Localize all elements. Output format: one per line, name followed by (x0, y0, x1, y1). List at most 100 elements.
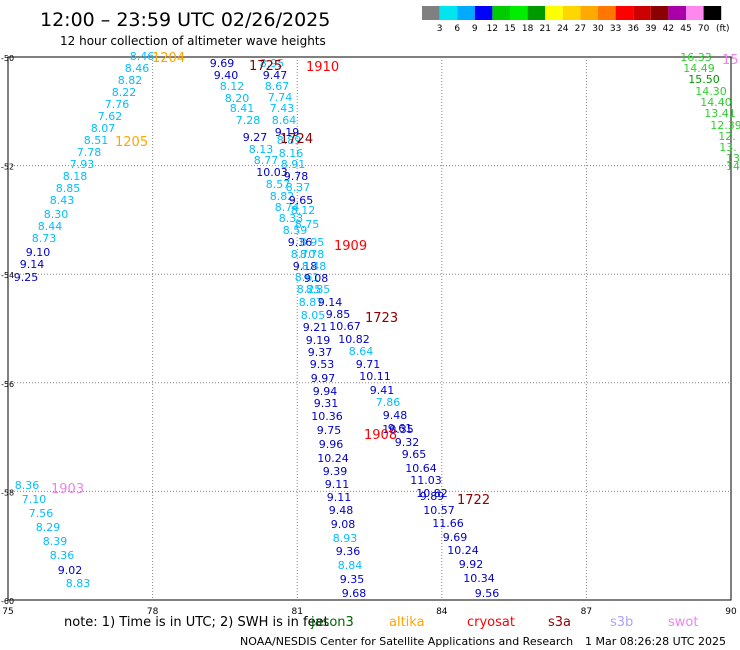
wave-height-value: 8.91 (281, 158, 306, 171)
wave-height-value: 9.48 (383, 409, 408, 422)
wave-height-value: 9.97 (311, 372, 336, 385)
wave-height-value: 8.51 (84, 134, 109, 147)
wave-height-value: 9.96 (319, 438, 344, 451)
wave-height-value: 7.28 (236, 114, 261, 127)
wave-height-value: 9.19 (275, 126, 300, 139)
footer-timestamp: 1 Mar 08:26:28 UTC 2025 (585, 635, 726, 648)
wave-height-value: 10.34 (463, 572, 495, 585)
satellite-s3b: s3b (610, 615, 633, 630)
wave-height-value: 8.36 (15, 479, 40, 492)
wave-height-value: 8.95 (300, 236, 325, 249)
wave-height-value: 7.74 (268, 91, 293, 104)
wave-height-value: 8.25 (297, 283, 322, 296)
pass-label: 1723 (365, 311, 398, 326)
wave-height-value: 15.50 (688, 73, 720, 86)
wave-height-value: 10.11 (359, 370, 391, 383)
legend-swatch (474, 6, 493, 20)
pass-label: 1908 (364, 428, 397, 443)
legend-label: 12 (487, 24, 498, 34)
pass-label: 1909 (334, 239, 367, 254)
wave-height-value: 8.33 (279, 212, 304, 225)
wave-height-value: 8.05 (301, 309, 326, 322)
wave-height-value: 10.82 (416, 487, 448, 500)
wave-height-value: 8.12 (220, 80, 245, 93)
legend-label: 9 (472, 24, 478, 34)
wave-height-value: 9.18 (293, 260, 318, 273)
wave-height-value: 8.75 (295, 218, 320, 231)
wave-height-value: 9.25 (14, 271, 39, 284)
wave-height-value: 8.46 (125, 62, 150, 75)
wave-height-value: 8.57 (266, 178, 291, 191)
legend-unit: (ft) (716, 24, 730, 34)
wave-height-value: 12.39 (710, 119, 740, 132)
wave-height-value: 7.62 (98, 110, 123, 123)
wave-height-value: 7.86 (376, 396, 401, 409)
wave-height-value: 9.36 (336, 545, 361, 558)
wave-height-value: 8.07 (91, 122, 116, 135)
wave-height-value: 8.74 (275, 201, 300, 214)
pass-label: 1725 (249, 59, 282, 74)
y-tick-label: -52 (1, 163, 14, 172)
wave-height-value: 9.61 (388, 422, 413, 435)
x-tick-label: 75 (2, 607, 13, 617)
legend-label: 3 (437, 24, 443, 34)
color-legend: 3 6 9 12 15 18 21 24 27 30 33 36 39 42 45 70 (ft) (422, 6, 730, 34)
legend-swatch (545, 6, 563, 20)
legend-swatch (510, 6, 528, 20)
wave-height-value: 9.39 (323, 465, 348, 478)
y-tick-label: -58 (1, 488, 14, 497)
wave-height-value: 8.37 (286, 181, 311, 194)
satellite-legend: jason3 altika cryosat s3a s3b swot (310, 615, 698, 630)
wave-height-value: 8.22 (112, 86, 137, 99)
legend-swatch (457, 6, 475, 20)
wave-height-value: 8.67 (265, 80, 290, 93)
wave-height-value: 9.56 (475, 587, 500, 600)
wave-height-value: 7.78 (77, 146, 102, 159)
legend-label: 42 (663, 24, 674, 34)
pass-label: 1910 (306, 60, 339, 75)
legend-label: 36 (627, 24, 639, 34)
wave-height-value: 11.66 (432, 517, 464, 530)
wave-height-value: 8.64 (272, 114, 297, 127)
wave-height-value: 14.30 (695, 85, 727, 98)
wave-height-value: 9.71 (356, 358, 381, 371)
plot-area: 75 78 81 84 87 90-50-52-54-56-58-608.468.468.… (1, 50, 740, 617)
pass-label: 1722 (457, 493, 490, 508)
wave-height-value: 9.35 (340, 573, 365, 586)
wave-height-value: 9.94 (313, 385, 338, 398)
wave-height-value: 9.08 (304, 272, 329, 285)
wave-height-value: 8.41 (230, 102, 255, 115)
legend-swatch (562, 6, 581, 20)
wave-height-value: 14 (726, 160, 740, 173)
wave-height-value: 8.46 (130, 50, 155, 63)
x-tick-label: 90 (725, 607, 737, 617)
x-tick-label: 78 (147, 607, 159, 617)
wave-height-value: 8.39 (43, 535, 68, 548)
wave-height-value: 9.14 (20, 258, 45, 271)
wave-height-value: 9.41 (370, 384, 395, 397)
wave-height-value: 9.37 (308, 346, 333, 359)
wave-height-value: 8.59 (283, 224, 308, 237)
wave-height-value: 8.73 (32, 232, 57, 245)
wave-height-value: 8.64 (349, 345, 374, 358)
wave-height-value: 9.48 (329, 504, 354, 517)
legend-swatch (668, 6, 686, 20)
wave-height-value: 10.36 (311, 410, 343, 423)
wave-height-value: 10.82 (338, 333, 370, 346)
wave-height-value: 9.85 (326, 308, 351, 321)
wave-height-value: 9.53 (310, 358, 335, 371)
pass-label: 1724 (280, 132, 313, 147)
x-tick-label: 81 (291, 607, 302, 617)
wave-height-value: 10.67 (329, 320, 361, 333)
wave-height-value: 8.16 (279, 147, 304, 160)
y-tick-label: -60 (1, 597, 14, 606)
footer-note: note: 1) Time is in UTC; 2) SWH is in fe… (64, 615, 329, 630)
legend-swatch (527, 6, 546, 20)
wave-height-value: 7.43 (270, 102, 295, 115)
wave-height-value: 10.24 (317, 452, 349, 465)
y-tick-label: -50 (1, 54, 14, 63)
wave-height-value: 9.11 (327, 491, 352, 504)
wave-height-value: 9.40 (214, 69, 239, 82)
wave-height-value: 9.32 (395, 436, 420, 449)
